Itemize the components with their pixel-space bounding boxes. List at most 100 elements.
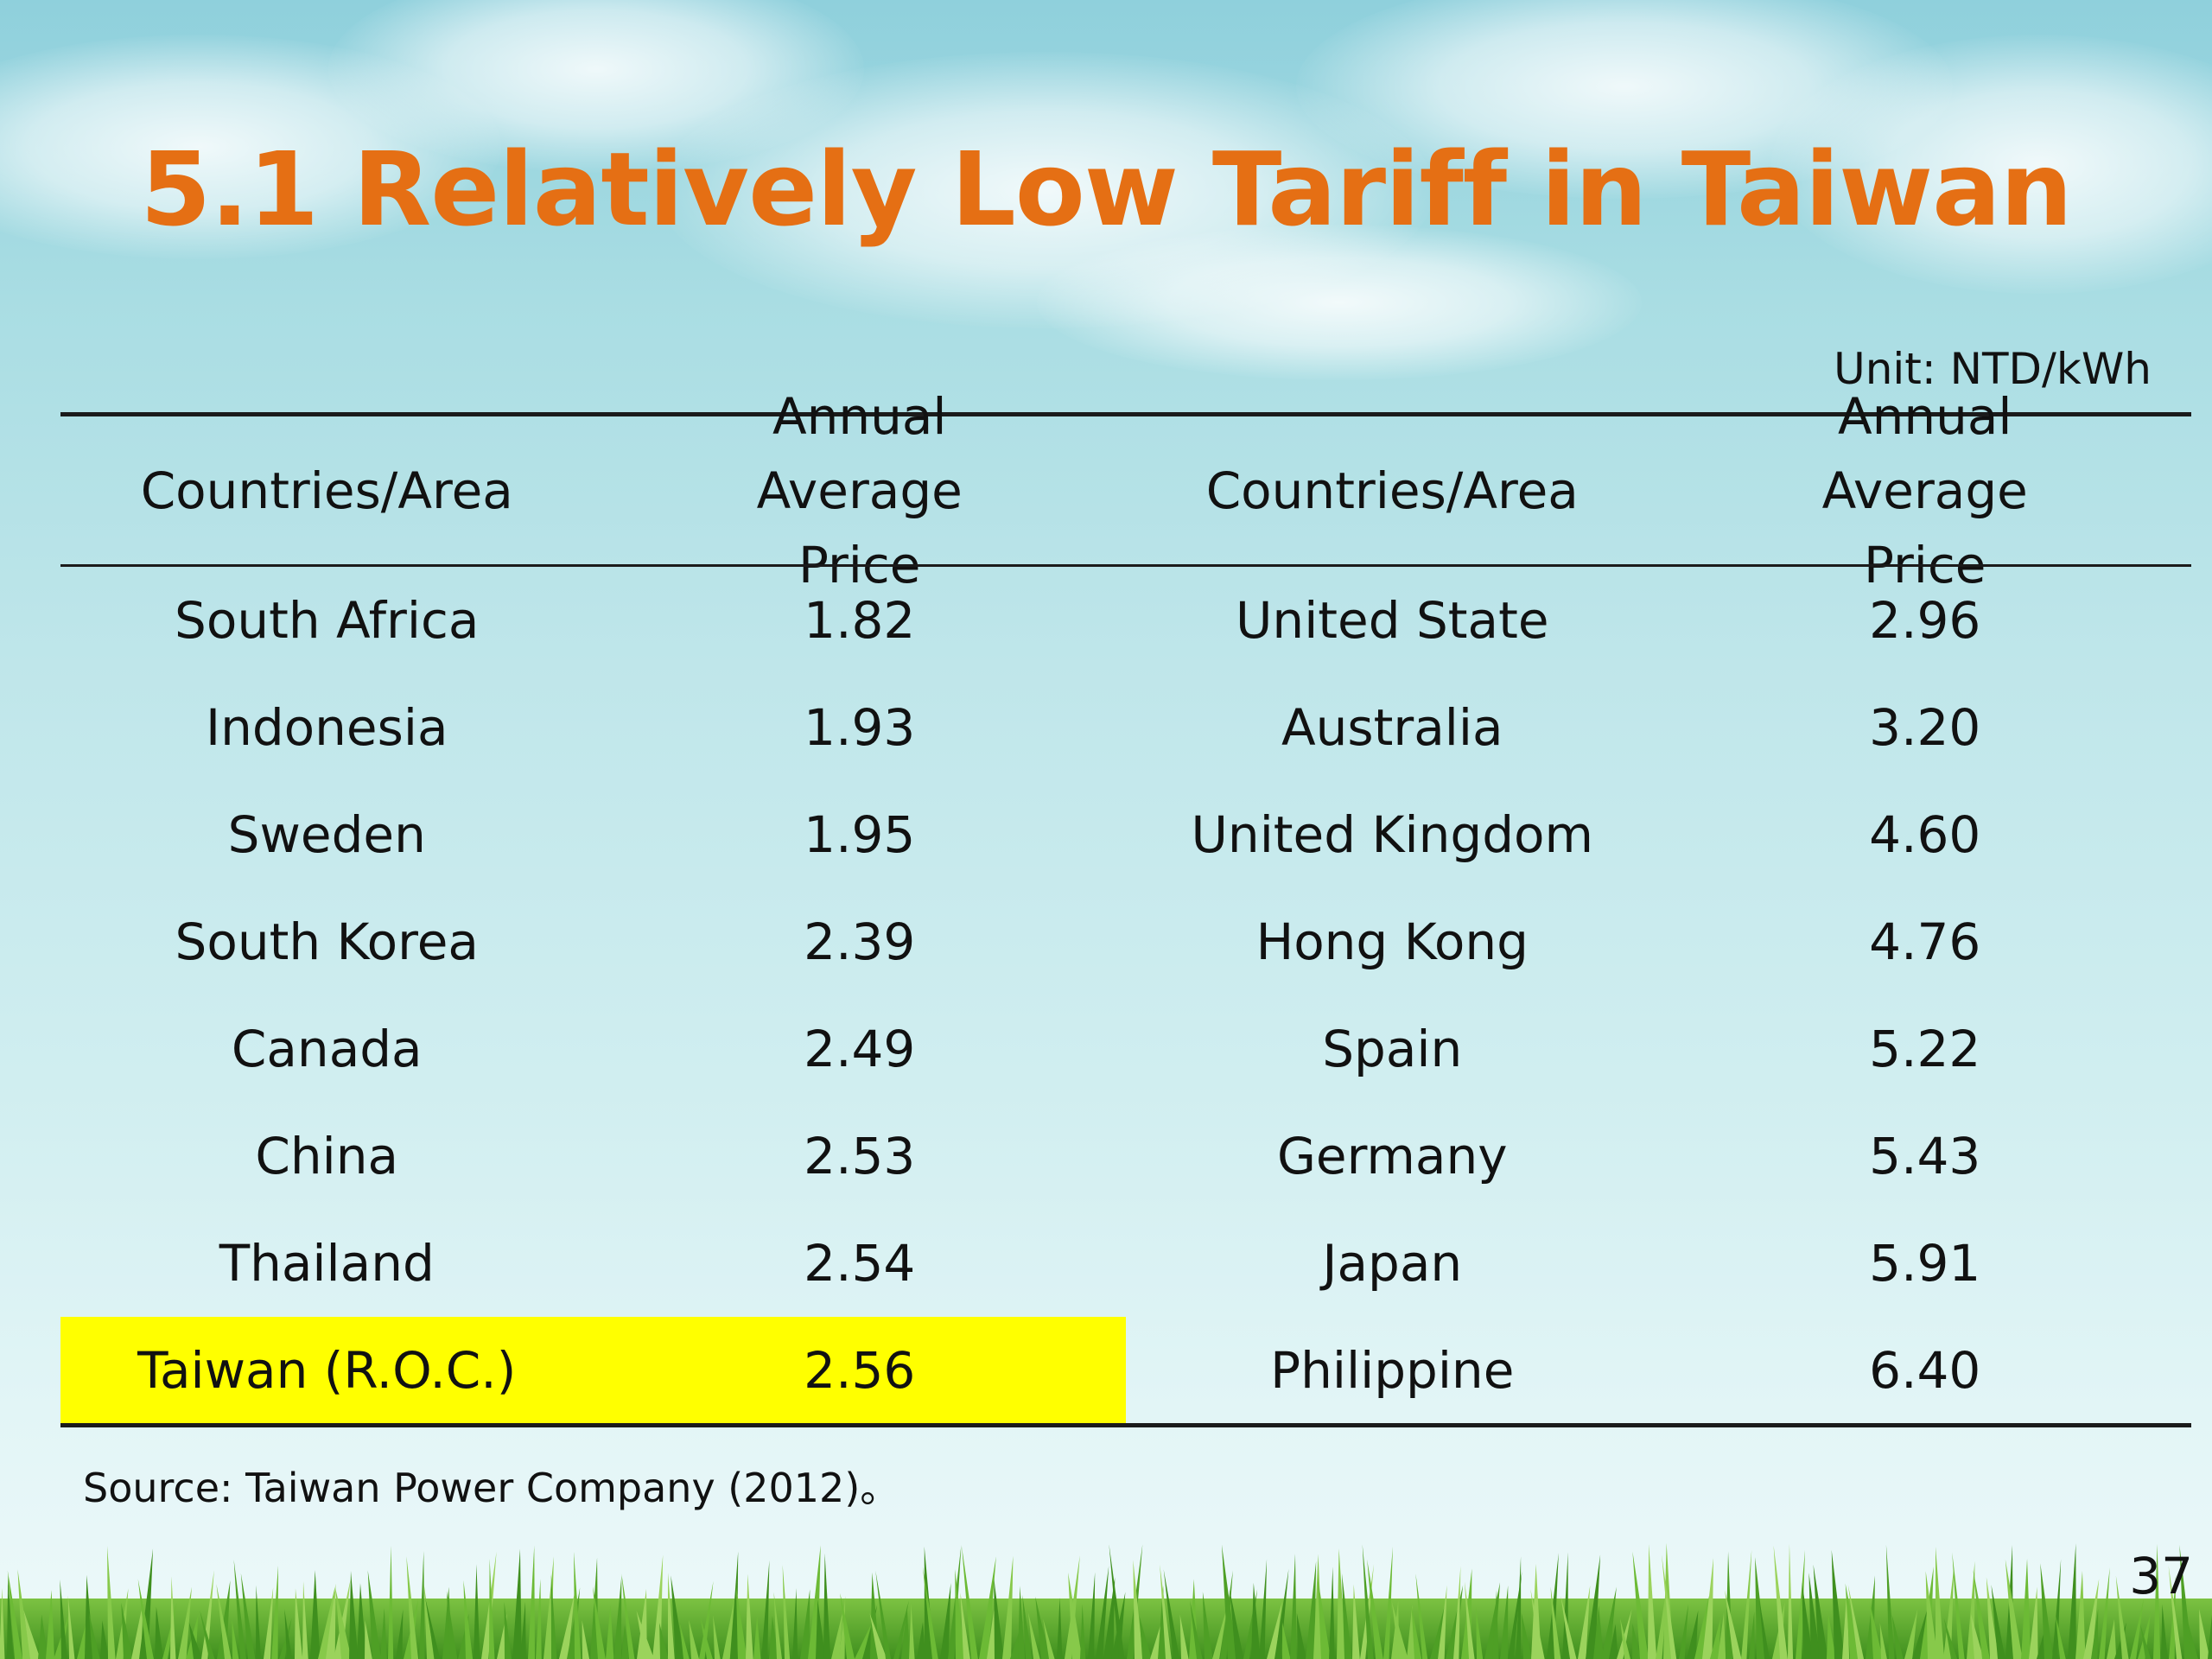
- grass-blade: [782, 1565, 791, 1659]
- grass-blade: [1869, 1602, 1884, 1659]
- grass-blade: [1221, 1544, 1237, 1659]
- grass-blade: [1632, 1551, 1649, 1659]
- grass-blade: [1096, 1566, 1109, 1659]
- grass-blade: [1808, 1573, 1821, 1659]
- grass-blade: [1802, 1582, 1814, 1659]
- price-cell: 2.53: [804, 1127, 916, 1185]
- grass-blade: [216, 1584, 232, 1659]
- grass-blade: [295, 1588, 303, 1659]
- grass-blade: [1267, 1601, 1282, 1659]
- table-row: Indonesia 1.93 Australia 3.20: [60, 674, 2191, 781]
- grass-blade: [46, 1590, 55, 1659]
- grass-blade: [901, 1605, 910, 1659]
- grass-blade: [2139, 1624, 2152, 1659]
- grass-blade: [474, 1564, 480, 1659]
- price-cell: 2.54: [804, 1234, 916, 1293]
- grass-blade: [512, 1548, 522, 1659]
- grass-blade: [2138, 1611, 2152, 1659]
- grass-blade: [1885, 1544, 1895, 1659]
- grass-blade: [463, 1580, 474, 1659]
- grass-blade: [1702, 1558, 1713, 1659]
- grass-blade: [1679, 1604, 1688, 1659]
- grass-blade: [668, 1573, 675, 1659]
- grass-blade: [2075, 1570, 2086, 1659]
- grass-blade: [0, 1587, 5, 1659]
- header-countries-left: Countries/Area: [140, 461, 513, 520]
- grass-blade: [1943, 1618, 1958, 1659]
- grass-blade: [131, 1602, 143, 1659]
- grass-blade: [1080, 1604, 1086, 1659]
- price-cell: 1.95: [804, 805, 916, 864]
- country-cell: Thailand: [219, 1234, 435, 1293]
- grass-blade: [1415, 1573, 1428, 1659]
- grass-blade: [2130, 1598, 2145, 1659]
- table-row: South Korea 2.39 Hong Kong 4.76: [60, 888, 2191, 995]
- table-bottom-rule: [60, 1423, 2191, 1427]
- grass-blade: [23, 1610, 41, 1659]
- grass-blade: [1088, 1572, 1096, 1659]
- grass-blade: [1741, 1549, 1752, 1659]
- country-cell: Sweden: [227, 805, 426, 864]
- grass-blade: [1251, 1582, 1261, 1659]
- grass-blade: [1632, 1623, 1642, 1659]
- grass-blade: [823, 1553, 831, 1659]
- grass-blade: [1788, 1543, 1794, 1659]
- grass-blade: [357, 1583, 367, 1659]
- table-header-rule: [60, 564, 2191, 567]
- grass-blade: [256, 1585, 262, 1659]
- price-cell: 1.82: [804, 591, 916, 650]
- grass-blade: [1139, 1616, 1152, 1659]
- grass-blade: [7, 1576, 14, 1659]
- grass-blade: [1891, 1614, 1904, 1659]
- grass-blade: [1694, 1595, 1709, 1659]
- grass-blade: [2029, 1586, 2038, 1659]
- grass-blade: [582, 1620, 590, 1659]
- country-cell-highlighted: Taiwan (R.O.C.): [60, 1317, 594, 1424]
- price-cell: 3.20: [1869, 698, 1981, 757]
- grass-blade: [1578, 1585, 1591, 1659]
- grass-blade: [875, 1570, 892, 1659]
- grass-blade: [536, 1579, 542, 1659]
- country-cell: Hong Kong: [1255, 912, 1529, 971]
- table-top-rule: [60, 412, 2191, 416]
- grass-blade: [1190, 1600, 1203, 1659]
- grass-blade: [1593, 1605, 1604, 1659]
- price-cell: 2.49: [804, 1020, 916, 1078]
- grass-blade: [769, 1616, 779, 1659]
- grass-blade: [922, 1567, 938, 1659]
- grass-blade: [121, 1602, 133, 1659]
- price-cell-highlighted: 2.56: [593, 1317, 1126, 1424]
- table-body: South Africa 1.82 United State 2.96 Indo…: [60, 567, 2191, 1424]
- grass-blade: [107, 1546, 116, 1659]
- slide-title: 5.1 Relatively Low Tariff in Taiwan: [140, 130, 2073, 249]
- grass-blade: [1710, 1617, 1721, 1659]
- grass-blade: [481, 1551, 497, 1659]
- grass-blade: [1383, 1546, 1393, 1659]
- grass-blade: [1973, 1569, 1990, 1659]
- grass-blade: [722, 1599, 734, 1659]
- price-cell: 5.91: [1869, 1234, 1981, 1293]
- grass-blade: [1912, 1607, 1928, 1659]
- grass-blade: [1002, 1555, 1014, 1659]
- grass-blade: [1986, 1577, 1999, 1659]
- grass-blade: [1991, 1584, 2005, 1659]
- grass-blade: [1259, 1559, 1268, 1659]
- grass-blade: [621, 1624, 629, 1659]
- grass-blade: [1043, 1618, 1055, 1659]
- grass-blade: [1609, 1624, 1618, 1659]
- grass-blade: [1018, 1586, 1026, 1659]
- grass-blade: [1530, 1589, 1545, 1659]
- grass-blade: [2107, 1618, 2117, 1659]
- grass-blade: [116, 1588, 129, 1659]
- grass-blade: [504, 1601, 512, 1659]
- grass-blade: [1411, 1605, 1422, 1659]
- grass-blade: [419, 1551, 425, 1659]
- grass-blade: [606, 1604, 614, 1659]
- grass-blade: [1586, 1554, 1601, 1659]
- grass-blade: [840, 1592, 855, 1659]
- price-cell: 5.22: [1869, 1020, 1981, 1078]
- grass-blade: [1035, 1596, 1051, 1659]
- grass-blade: [636, 1611, 655, 1659]
- grass-blade: [1560, 1595, 1577, 1659]
- table-row: China 2.53 Germany 5.43: [60, 1103, 2191, 1210]
